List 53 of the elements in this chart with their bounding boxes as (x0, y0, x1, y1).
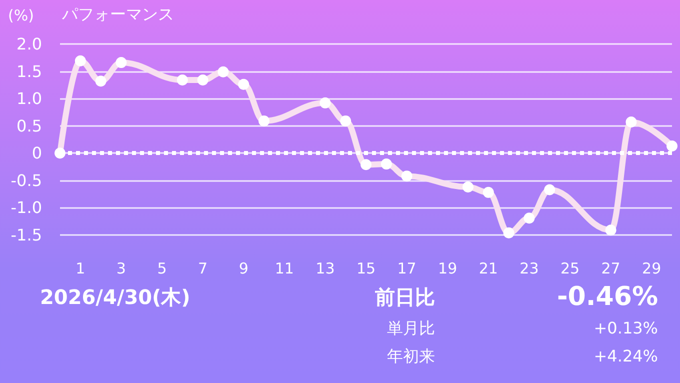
x-tick-label: 1 (76, 260, 86, 278)
point (95, 76, 106, 87)
y-axis-title: (%) (8, 6, 34, 24)
point (340, 115, 352, 126)
text: 2026/4/30(木) (40, 285, 190, 309)
point (218, 66, 229, 78)
y-tick-label: 1.0 (16, 89, 42, 108)
y-tick-label: 2.0 (16, 34, 42, 54)
y-tick-label: 0 (32, 144, 42, 163)
x-tick-label: 5 (157, 260, 167, 278)
point (380, 158, 392, 170)
y-tick-label: -1.5 (10, 226, 42, 244)
chart-title: パフォーマンス (61, 4, 174, 24)
point (197, 74, 208, 86)
point (524, 212, 535, 224)
point (74, 55, 86, 66)
text: 年初来 (387, 346, 435, 366)
text: 前日比 (374, 285, 435, 309)
x-tick-label: 15 (356, 260, 376, 278)
x-tick-label: 9 (238, 260, 248, 278)
x-tick-label: 3 (116, 260, 126, 278)
x-tick-label: 29 (642, 260, 662, 278)
y-tick-label: -1.0 (10, 198, 42, 218)
y-tick-label: 0.5 (16, 116, 42, 136)
text: -0.46% (557, 282, 658, 312)
x-tick-label: 17 (397, 260, 416, 278)
x-tick-label: 23 (520, 260, 539, 278)
text: +4.24% (594, 346, 658, 366)
point (258, 115, 270, 126)
point (666, 140, 678, 152)
point (176, 74, 188, 86)
point (482, 186, 494, 198)
y-tick-label: 1.5 (16, 62, 42, 81)
text: 単月比 (387, 318, 435, 338)
x-tick-label: 7 (198, 260, 208, 278)
point (503, 227, 514, 238)
point (401, 170, 412, 182)
point (462, 181, 474, 192)
point (360, 159, 372, 170)
text: +0.13% (594, 318, 658, 338)
x-tick-label: 25 (560, 260, 580, 278)
point (238, 78, 250, 90)
x-tick-label: 27 (601, 260, 620, 278)
point (605, 224, 616, 236)
x-tick-label: 11 (274, 260, 294, 278)
x-tick-label: 13 (316, 260, 335, 278)
point (626, 116, 637, 128)
point (320, 97, 331, 108)
point (116, 57, 127, 68)
x-tick-label: 21 (478, 260, 498, 278)
point (544, 184, 556, 196)
y-tick-label: -0.5 (10, 170, 42, 190)
x-tick-label: 19 (438, 260, 458, 278)
